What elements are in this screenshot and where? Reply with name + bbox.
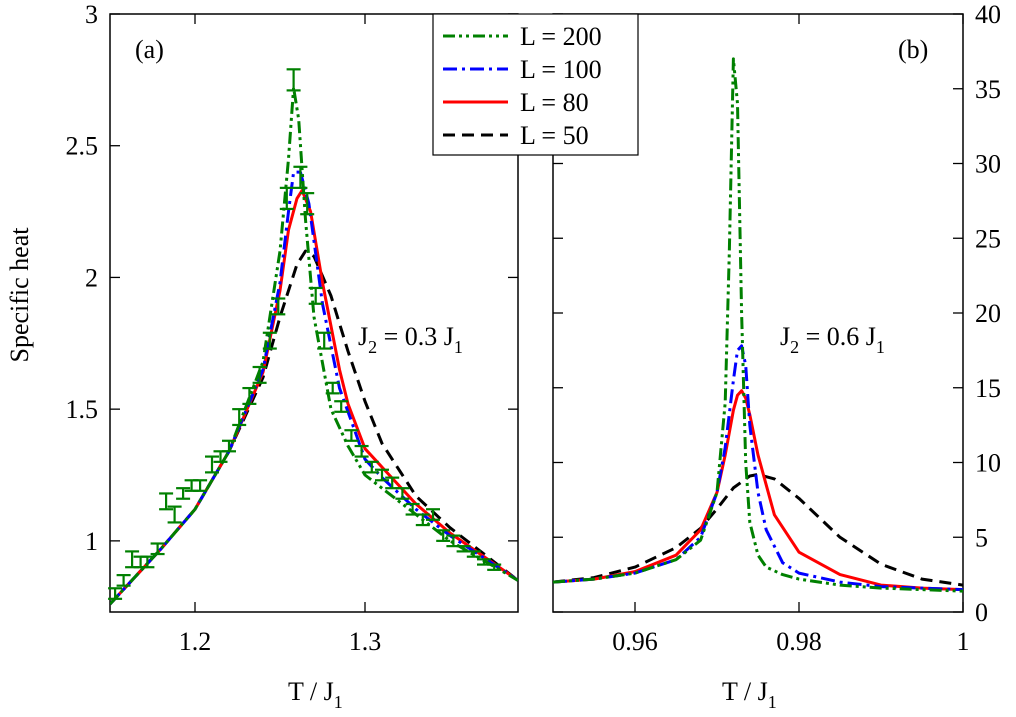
panel-a-label: (a) xyxy=(135,35,164,64)
error-bar xyxy=(279,186,294,211)
series-line-l50 xyxy=(553,473,963,587)
error-bar xyxy=(375,468,389,482)
panel-b-annotation: J2 = 0.6 J1 xyxy=(780,322,885,357)
panel-a: 1.2 1.3 1 1.5 2 2.5 3 (a) J2 = 0.3 J1 T / J1 S… xyxy=(5,0,519,712)
panel-a-annotation: J2 = 0.3 J1 xyxy=(358,322,463,357)
error-bar xyxy=(159,492,174,511)
error-bar xyxy=(293,165,308,189)
error-bar xyxy=(344,429,359,442)
y-tick-label: 25 xyxy=(975,224,1001,253)
legend: L = 200 L = 100 L = 80 L = 50 xyxy=(432,13,639,156)
legend-label: L = 200 xyxy=(520,22,602,51)
y-tick-label: 0 xyxy=(975,598,988,627)
error-bar xyxy=(252,365,267,384)
error-bar xyxy=(466,550,481,558)
error-bar xyxy=(308,286,323,305)
error-bar xyxy=(317,331,332,350)
y-tick-label: 35 xyxy=(975,75,1001,104)
y-tick-label: 5 xyxy=(975,523,988,552)
y-tick-label: 40 xyxy=(975,0,1001,29)
legend-label: L = 80 xyxy=(520,88,589,117)
y-tick-label: 1 xyxy=(85,527,98,556)
y-tick-label: 2 xyxy=(85,263,98,292)
series-line-l200 xyxy=(553,57,963,593)
error-bar xyxy=(354,444,369,458)
y-tick-label: 10 xyxy=(975,449,1001,478)
error-bar xyxy=(150,542,165,556)
error-bar xyxy=(436,529,451,542)
y-tick-label: 20 xyxy=(975,299,1001,328)
error-bar xyxy=(222,439,236,453)
y-tick-label: 3 xyxy=(85,0,98,29)
error-bar xyxy=(415,513,430,527)
legend-label: L = 100 xyxy=(520,55,602,84)
error-bar xyxy=(334,400,349,413)
panel-a-error-bars xyxy=(108,68,502,600)
panel-a-frame xyxy=(109,13,519,613)
y-tick-label: 1.5 xyxy=(66,395,99,424)
x-tick-label: 1 xyxy=(957,627,970,656)
series-line-l80 xyxy=(110,189,518,606)
y-tick-label: 2.5 xyxy=(66,132,99,161)
x-tick-label: 0.96 xyxy=(612,627,658,656)
error-bar xyxy=(262,331,277,350)
series-line-l80 xyxy=(553,389,963,592)
x-tick-label: 0.98 xyxy=(776,627,822,656)
legend-label: L = 50 xyxy=(520,121,589,150)
error-bar xyxy=(242,386,257,405)
error-bar xyxy=(232,408,247,427)
panel-b-x-axis-label: T / J1 xyxy=(722,677,777,712)
error-bar xyxy=(176,487,191,500)
error-bar xyxy=(167,505,182,524)
series-line-l100 xyxy=(553,344,963,592)
y-tick-label: 30 xyxy=(975,150,1001,179)
error-bar xyxy=(300,192,315,216)
panel-b-label: (b) xyxy=(898,35,928,64)
error-bar xyxy=(271,297,286,316)
y-axis-label: Specific heat xyxy=(5,227,34,363)
legend-entries: L = 200 L = 100 L = 80 L = 50 xyxy=(443,22,602,150)
error-bar xyxy=(364,460,379,474)
error-bar xyxy=(395,487,410,500)
error-bar xyxy=(286,68,301,92)
error-bar xyxy=(325,381,340,395)
error-bar xyxy=(116,574,131,587)
x-tick-label: 1.2 xyxy=(179,627,212,656)
error-bar xyxy=(108,587,123,600)
panel-a-x-axis-label: T / J1 xyxy=(288,677,343,712)
panel-a-ticks: 1.2 1.3 1 1.5 2 2.5 3 xyxy=(66,0,518,656)
error-bar xyxy=(140,555,155,569)
error-bar xyxy=(205,455,219,474)
error-bar xyxy=(487,563,502,571)
error-bar xyxy=(426,508,440,521)
panel-b-series xyxy=(553,57,963,593)
error-bar xyxy=(125,550,140,569)
x-tick-label: 1.3 xyxy=(349,627,382,656)
error-bar xyxy=(193,479,208,492)
y-tick-label: 15 xyxy=(975,374,1001,403)
